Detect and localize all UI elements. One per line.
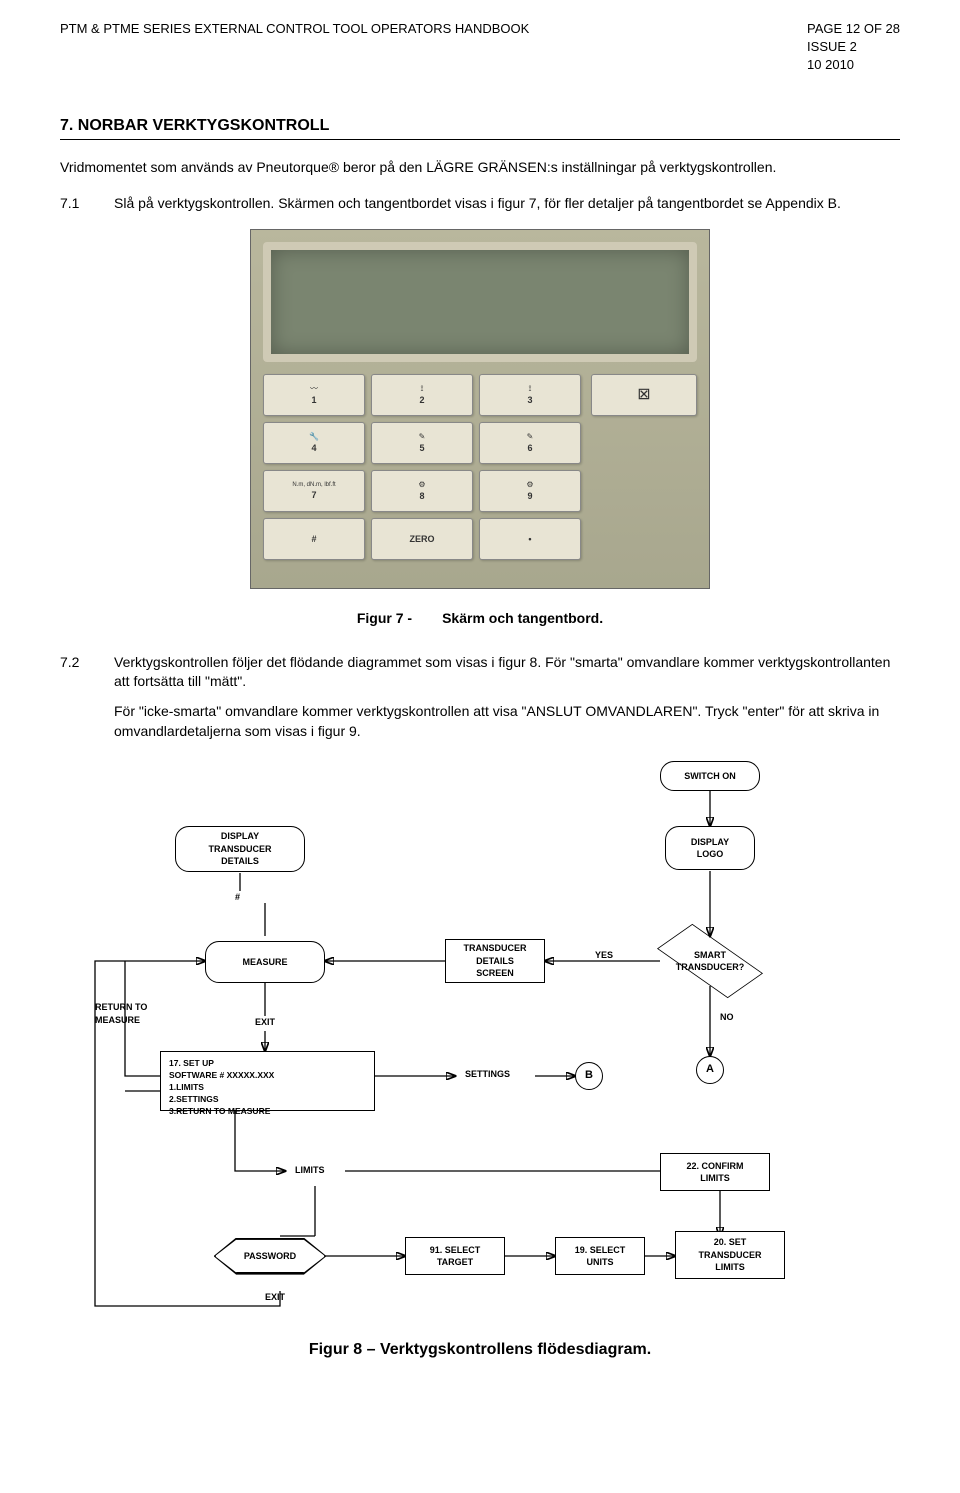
key-1: 〰1 (263, 374, 365, 416)
section-title: 7. NORBAR VERKTYGSKONTROLL (60, 115, 900, 137)
lcd-screen (263, 242, 697, 362)
node-b: B (575, 1062, 603, 1090)
item-7-1-text: Slå på verktygskontrollen. Skärmen och t… (114, 194, 900, 214)
header-date: 10 2010 (807, 56, 900, 74)
header-page: PAGE 12 OF 28 (807, 20, 900, 38)
node-confirm-limits: 22. CONFIRM LIMITS (660, 1153, 770, 1191)
node-set-trans-limits: 20. SET TRANSDUCER LIMITS (675, 1231, 785, 1279)
label-return-measure: RETURN TO MEASURE (95, 1001, 147, 1026)
node-transducer-details: TRANSDUCER DETAILS SCREEN (445, 939, 545, 983)
figure-7-caption: Figur 7 - Skärm och tangentbord. (60, 609, 900, 629)
node-select-units: 19. SELECT UNITS (555, 1237, 645, 1275)
title-underline (60, 139, 900, 140)
node-smart-q: SMART TRANSDUCER? (660, 936, 760, 986)
node-switch-on: SWITCH ON (660, 761, 760, 791)
node-setup: 17. SET UP SOFTWARE # XXXXX.XXX 1.LIMITS… (160, 1051, 375, 1111)
key-dot: • (479, 518, 581, 560)
key-zero: ZERO (371, 518, 473, 560)
item-7-1-num: 7.1 (60, 194, 90, 214)
label-no: NO (720, 1011, 734, 1024)
key-8: ⚙8 (371, 470, 473, 512)
header-left: PTM & PTME SERIES EXTERNAL CONTROL TOOL … (60, 20, 529, 75)
fig7-text: Skärm och tangentbord. (442, 610, 603, 626)
key-5: ✎5 (371, 422, 473, 464)
key-x: ⊠ (591, 374, 697, 416)
key-2: ⟟2 (371, 374, 473, 416)
page-header: PTM & PTME SERIES EXTERNAL CONTROL TOOL … (60, 20, 900, 75)
label-exit: EXIT (255, 1016, 275, 1029)
item-7-2: 7.2 Verktygskontrollen följer det flödan… (60, 653, 900, 741)
key-3: ⟟3 (479, 374, 581, 416)
node-a: A (696, 1056, 724, 1084)
node-display-logo: DISPLAY LOGO (665, 826, 755, 870)
key-9: ⚙9 (479, 470, 581, 512)
fig7-label: Figur 7 - (357, 610, 412, 626)
label-settings: SETTINGS (465, 1068, 510, 1081)
label-limits: LIMITS (295, 1164, 325, 1177)
figure-7: 〰1 ⟟2 ⟟3 🔧4 ✎5 ✎6 N.m, dN.m, lbf.ft7 ⚙8 … (60, 229, 900, 589)
header-right: PAGE 12 OF 28 ISSUE 2 10 2010 (807, 20, 900, 75)
node-measure: MEASURE (205, 941, 325, 983)
keypad-panel: 〰1 ⟟2 ⟟3 🔧4 ✎5 ✎6 N.m, dN.m, lbf.ft7 ⚙8 … (250, 229, 710, 589)
node-password: PASSWORD (215, 1239, 325, 1273)
key-hash: # (263, 518, 365, 560)
figure-8-caption: Figur 8 – Verktygskontrollens flödesdiag… (60, 1339, 900, 1361)
figure-8-flowchart: SWITCH ON DISPLAY TRANSDUCER DETAILS DIS… (65, 761, 895, 1321)
key-7: N.m, dN.m, lbf.ft7 (263, 470, 365, 512)
header-issue: ISSUE 2 (807, 38, 900, 56)
key-6: ✎6 (479, 422, 581, 464)
label-exit2: EXIT (265, 1291, 285, 1304)
item-7-2-text: Verktygskontrollen följer det flödande d… (114, 653, 900, 741)
node-display-transducer: DISPLAY TRANSDUCER DETAILS (175, 826, 305, 872)
intro-paragraph: Vridmomentet som används av Pneutorque® … (60, 158, 900, 178)
item-7-2b: För "icke-smarta" omvandlare kommer verk… (114, 702, 900, 741)
item-7-2-num: 7.2 (60, 653, 90, 741)
label-hash: # (235, 891, 240, 904)
key-4: 🔧4 (263, 422, 365, 464)
label-yes: YES (595, 949, 613, 962)
item-7-2a: Verktygskontrollen följer det flödande d… (114, 653, 900, 692)
node-select-target: 91. SELECT TARGET (405, 1237, 505, 1275)
item-7-1: 7.1 Slå på verktygskontrollen. Skärmen o… (60, 194, 900, 214)
